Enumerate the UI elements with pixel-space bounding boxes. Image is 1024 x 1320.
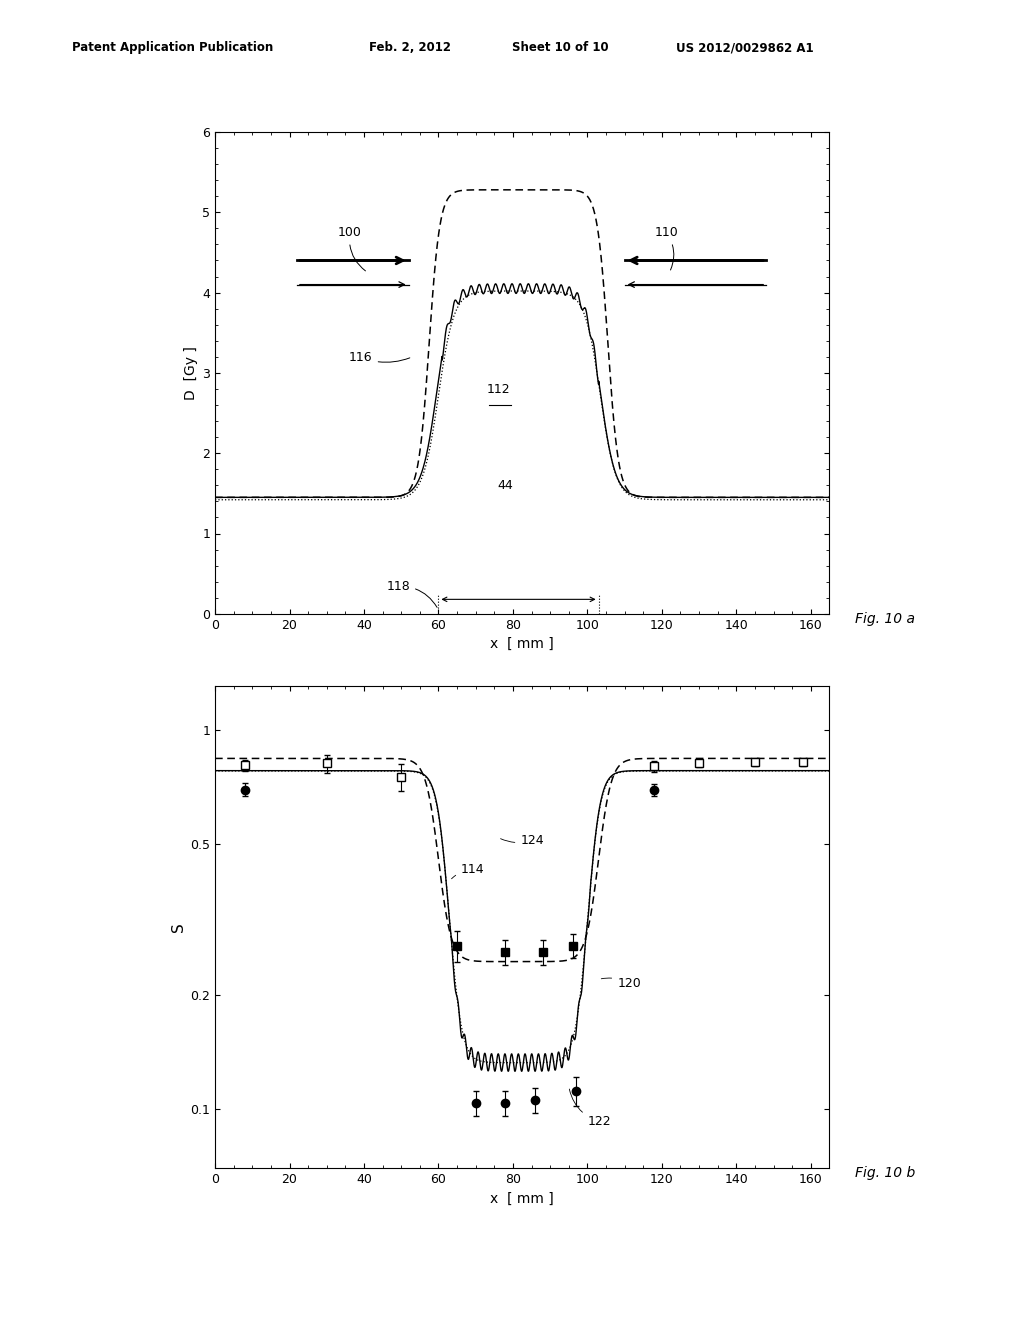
Text: 120: 120 — [601, 977, 641, 990]
Text: 44: 44 — [498, 479, 513, 492]
Text: Feb. 2, 2012: Feb. 2, 2012 — [369, 41, 451, 54]
Text: Fig. 10 b: Fig. 10 b — [855, 1167, 915, 1180]
Text: 122: 122 — [569, 1089, 611, 1127]
Text: Sheet 10 of 10: Sheet 10 of 10 — [512, 41, 608, 54]
Text: Patent Application Publication: Patent Application Publication — [72, 41, 273, 54]
Y-axis label: S: S — [171, 923, 186, 932]
Text: Fig. 10 a: Fig. 10 a — [855, 612, 915, 626]
Text: 118: 118 — [386, 579, 437, 607]
Text: 114: 114 — [452, 863, 484, 879]
X-axis label: x  [ mm ]: x [ mm ] — [490, 1192, 554, 1205]
Text: 116: 116 — [349, 351, 410, 364]
Y-axis label: D  [Gy ]: D [Gy ] — [184, 346, 198, 400]
Text: 124: 124 — [501, 834, 544, 847]
Text: 112: 112 — [486, 383, 510, 396]
Text: US 2012/0029862 A1: US 2012/0029862 A1 — [676, 41, 813, 54]
X-axis label: x  [ mm ]: x [ mm ] — [490, 638, 554, 651]
Text: 110: 110 — [654, 227, 678, 271]
Text: 100: 100 — [338, 227, 366, 271]
